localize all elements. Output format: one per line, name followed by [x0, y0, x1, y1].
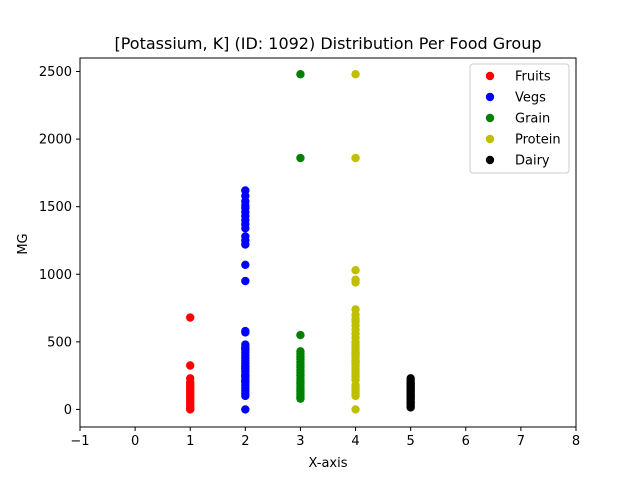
data-point	[186, 313, 195, 322]
x-tick-label: 5	[407, 434, 415, 449]
data-point	[241, 240, 250, 249]
data-point	[186, 361, 195, 370]
x-tick-label: −1	[70, 434, 89, 449]
data-point	[241, 405, 250, 414]
data-point	[351, 357, 360, 367]
y-tick-label: 1500	[39, 200, 72, 215]
legend-marker	[485, 92, 495, 102]
data-point	[241, 391, 250, 401]
y-axis-title: MG	[16, 233, 31, 254]
data-point	[296, 394, 305, 403]
x-tick-label: 0	[131, 434, 139, 449]
legend-marker	[485, 155, 495, 165]
series-vegs	[241, 186, 250, 414]
data-point	[241, 363, 250, 372]
x-tick-label: 6	[462, 434, 470, 449]
series-protein	[351, 70, 360, 414]
x-tick-label: 4	[351, 434, 359, 449]
data-point	[296, 70, 305, 79]
x-tick-label: 3	[296, 434, 304, 449]
series-grain	[296, 70, 305, 403]
y-tick-label: 0	[64, 403, 72, 418]
data-point	[241, 376, 250, 386]
x-tick-label: 7	[517, 434, 525, 449]
data-point	[351, 405, 360, 414]
legend-label: Protein	[515, 133, 561, 148]
y-tick-label: 2000	[39, 133, 72, 148]
data-point	[351, 278, 360, 287]
series-fruits	[186, 313, 195, 414]
data-point	[351, 391, 360, 401]
plot-frame	[79, 57, 577, 428]
x-tick-label: 2	[241, 434, 249, 449]
legend-box	[469, 63, 570, 174]
legend-marker	[485, 71, 495, 81]
data-point	[296, 153, 305, 163]
x-tick-label: 1	[186, 434, 194, 449]
legend-label: Fruits	[515, 70, 551, 85]
data-point	[351, 349, 360, 359]
y-tick-label: 500	[47, 335, 72, 350]
data-point	[351, 266, 360, 275]
chart-title: [Potassium, K] (ID: 1092) Distribution P…	[114, 34, 541, 53]
data-point	[351, 337, 360, 347]
data-point	[241, 260, 250, 270]
series-dairy	[406, 374, 415, 412]
legend: Fruits Vegs Grain Protein Dairy	[469, 63, 570, 174]
data-point	[241, 276, 250, 286]
y-tick-label: 2500	[39, 65, 72, 80]
data-point	[406, 403, 415, 412]
data-point	[186, 405, 195, 414]
x-tick-label: 8	[572, 434, 580, 449]
plot-area: −1 0 1 2 3 4 5 6 7 8 0 500 1000 1500 2000 2500	[39, 57, 580, 449]
legend-marker	[485, 113, 495, 123]
legend-marker	[485, 134, 495, 144]
data-point	[351, 153, 360, 163]
legend-label: Dairy	[515, 154, 550, 169]
data-point	[241, 224, 250, 233]
data-point	[296, 330, 305, 340]
data-point	[296, 363, 305, 372]
data-point	[241, 328, 250, 337]
data-point	[241, 344, 250, 353]
legend-label: Grain	[515, 112, 550, 127]
x-axis-title: X-axis	[309, 456, 348, 471]
y-tick-label: 1000	[39, 268, 72, 283]
data-point	[351, 70, 360, 79]
legend-label: Vegs	[515, 91, 546, 106]
